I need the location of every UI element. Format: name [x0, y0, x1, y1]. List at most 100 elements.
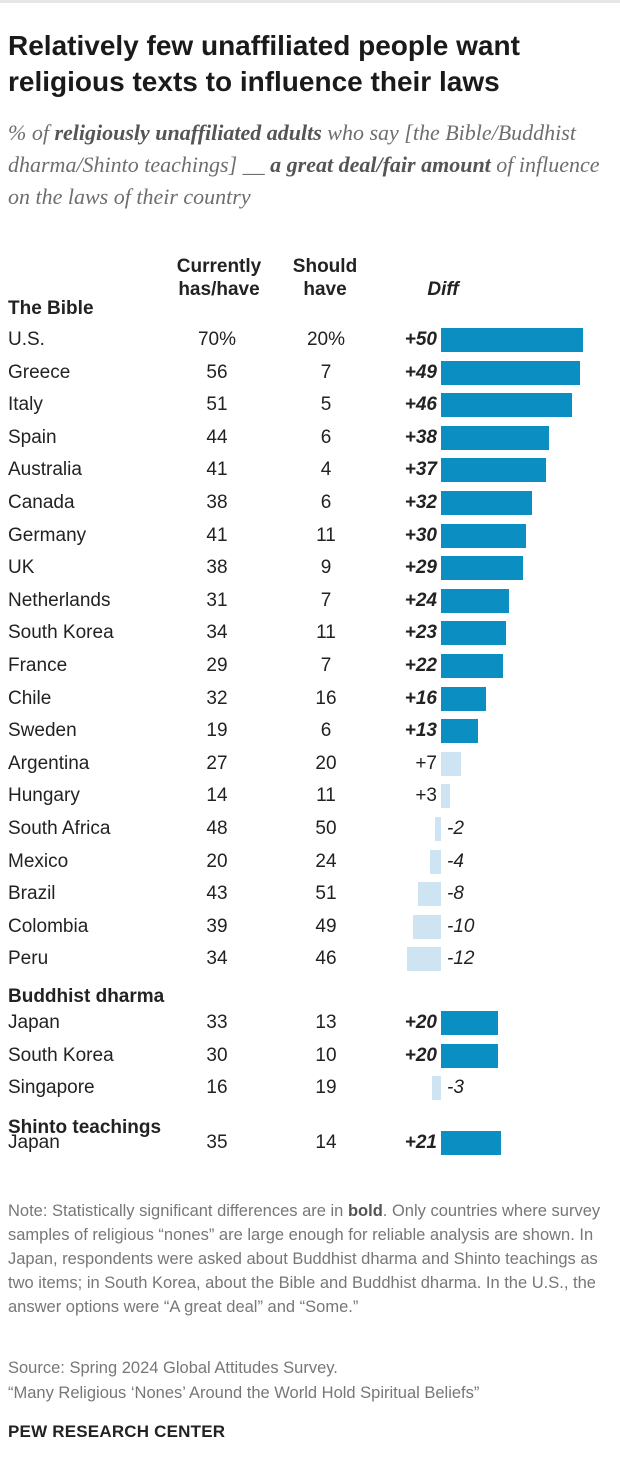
note-suffix: . Only countries where survey samples of… — [8, 1202, 601, 1316]
subtitle-prefix: % of — [8, 120, 55, 145]
diff-bar — [441, 1043, 498, 1068]
diff-bar — [412, 914, 441, 939]
column-header-currently: Currently has/have — [176, 256, 262, 300]
country-label: Brazil — [8, 883, 56, 905]
country-label: Chile — [8, 687, 52, 709]
diff-bar — [441, 393, 572, 418]
diff-bar — [406, 947, 441, 972]
should-value: 7 — [320, 589, 332, 611]
diff-label: +29 — [404, 557, 437, 579]
diff-bar — [441, 751, 461, 776]
should-value: 7 — [320, 361, 332, 383]
diff-label: +46 — [404, 394, 437, 416]
should-value: 6 — [320, 426, 332, 448]
diff-bar — [441, 328, 583, 352]
subtitle-suffix: of influence on the laws of their countr… — [8, 152, 600, 209]
should-value: 11 — [316, 622, 336, 644]
column-header-diff: Diff — [427, 279, 459, 300]
section-label: Buddhist dharma — [8, 986, 165, 1007]
diff-bar — [441, 686, 487, 711]
report-title: “Many Religious ‘Nones’ Around the World… — [8, 1384, 480, 1402]
diff-label: +13 — [404, 720, 437, 742]
country-label: Sweden — [8, 720, 77, 742]
current-value: 41 — [206, 524, 228, 546]
should-value: 16 — [315, 687, 337, 709]
diff-bar — [441, 621, 507, 646]
diff-label: +30 — [404, 524, 437, 546]
country-label: U.S. — [8, 329, 45, 350]
country-label: Hungary — [8, 785, 80, 807]
country-label: Peru — [8, 948, 49, 970]
country-label: Netherlands — [8, 589, 111, 611]
diff-label: +20 — [404, 1012, 437, 1033]
diff-label: +22 — [404, 655, 437, 676]
chart-subtitle: % of religiously unaffiliated adults who… — [8, 117, 608, 213]
should-value: 11 — [316, 524, 336, 546]
should-value: 4 — [320, 459, 332, 481]
should-value: 24 — [315, 850, 337, 872]
diff-bar — [441, 556, 524, 581]
current-value: 38 — [206, 492, 228, 513]
diff-label: -3 — [447, 1077, 464, 1099]
pew-brand-logo: PEW RESEARCH CENTER — [8, 1422, 226, 1441]
country-label: Japan — [8, 1132, 60, 1153]
diff-bar — [441, 458, 547, 483]
country-label: Argentina — [8, 752, 90, 774]
diff-label: +23 — [404, 622, 437, 644]
should-value: 11 — [316, 785, 336, 807]
current-value: 16 — [206, 1077, 228, 1099]
should-value: 6 — [320, 492, 332, 513]
current-value: 56 — [206, 361, 228, 383]
current-value: 14 — [206, 785, 228, 807]
diff-label: -12 — [447, 948, 475, 970]
current-value: 51 — [206, 394, 228, 416]
current-value: 30 — [206, 1044, 228, 1066]
diff-bar — [429, 849, 441, 874]
diff-bar — [441, 784, 450, 809]
diff-label: -2 — [447, 818, 464, 839]
current-value: 38 — [206, 557, 228, 579]
diff-label: +20 — [404, 1044, 437, 1066]
diff-label: +3 — [415, 785, 437, 807]
country-label: Greece — [8, 361, 71, 383]
diff-bar — [441, 425, 549, 450]
country-label: Japan — [8, 1012, 60, 1033]
subtitle-emphasis-amount: a great deal/fair amount — [270, 152, 491, 177]
diff-label: +16 — [404, 687, 437, 709]
current-value: 48 — [206, 818, 228, 839]
column-header-should: Should have — [292, 256, 358, 300]
should-value: 14 — [315, 1132, 337, 1153]
diff-bar — [441, 1131, 501, 1155]
should-value: 46 — [315, 948, 337, 970]
current-value: 32 — [206, 687, 228, 709]
diff-label: +37 — [404, 459, 437, 481]
country-label: France — [8, 655, 68, 676]
current-value: 35 — [206, 1132, 228, 1153]
country-label: Singapore — [8, 1077, 95, 1099]
diff-bar — [441, 654, 504, 678]
subtitle-emphasis-population: religiously unaffiliated adults — [54, 120, 322, 145]
country-label: Mexico — [8, 850, 69, 872]
country-label: South Korea — [8, 1044, 114, 1066]
should-value: 9 — [320, 557, 332, 579]
current-value: 20 — [206, 850, 228, 872]
current-value: 41 — [206, 459, 228, 481]
top-rule — [0, 0, 620, 3]
diff-bar — [441, 491, 532, 515]
diff-bar — [432, 1076, 441, 1101]
diff-label: -4 — [447, 850, 464, 872]
diff-bar — [418, 882, 441, 907]
should-value: 49 — [315, 915, 337, 937]
should-value: 10 — [315, 1044, 337, 1066]
diff-label: +32 — [404, 492, 437, 513]
country-label: Canada — [8, 492, 75, 513]
should-value: 51 — [315, 883, 337, 905]
country-label: South Korea — [8, 622, 114, 644]
section-label: Shinto teachings — [8, 1117, 162, 1138]
diff-bar — [441, 588, 510, 613]
diff-label: +38 — [404, 426, 437, 448]
diff-label: +7 — [415, 752, 437, 774]
current-value: 43 — [206, 883, 228, 905]
should-value: 20% — [306, 329, 346, 350]
note-bold-word: bold — [347, 1202, 383, 1220]
